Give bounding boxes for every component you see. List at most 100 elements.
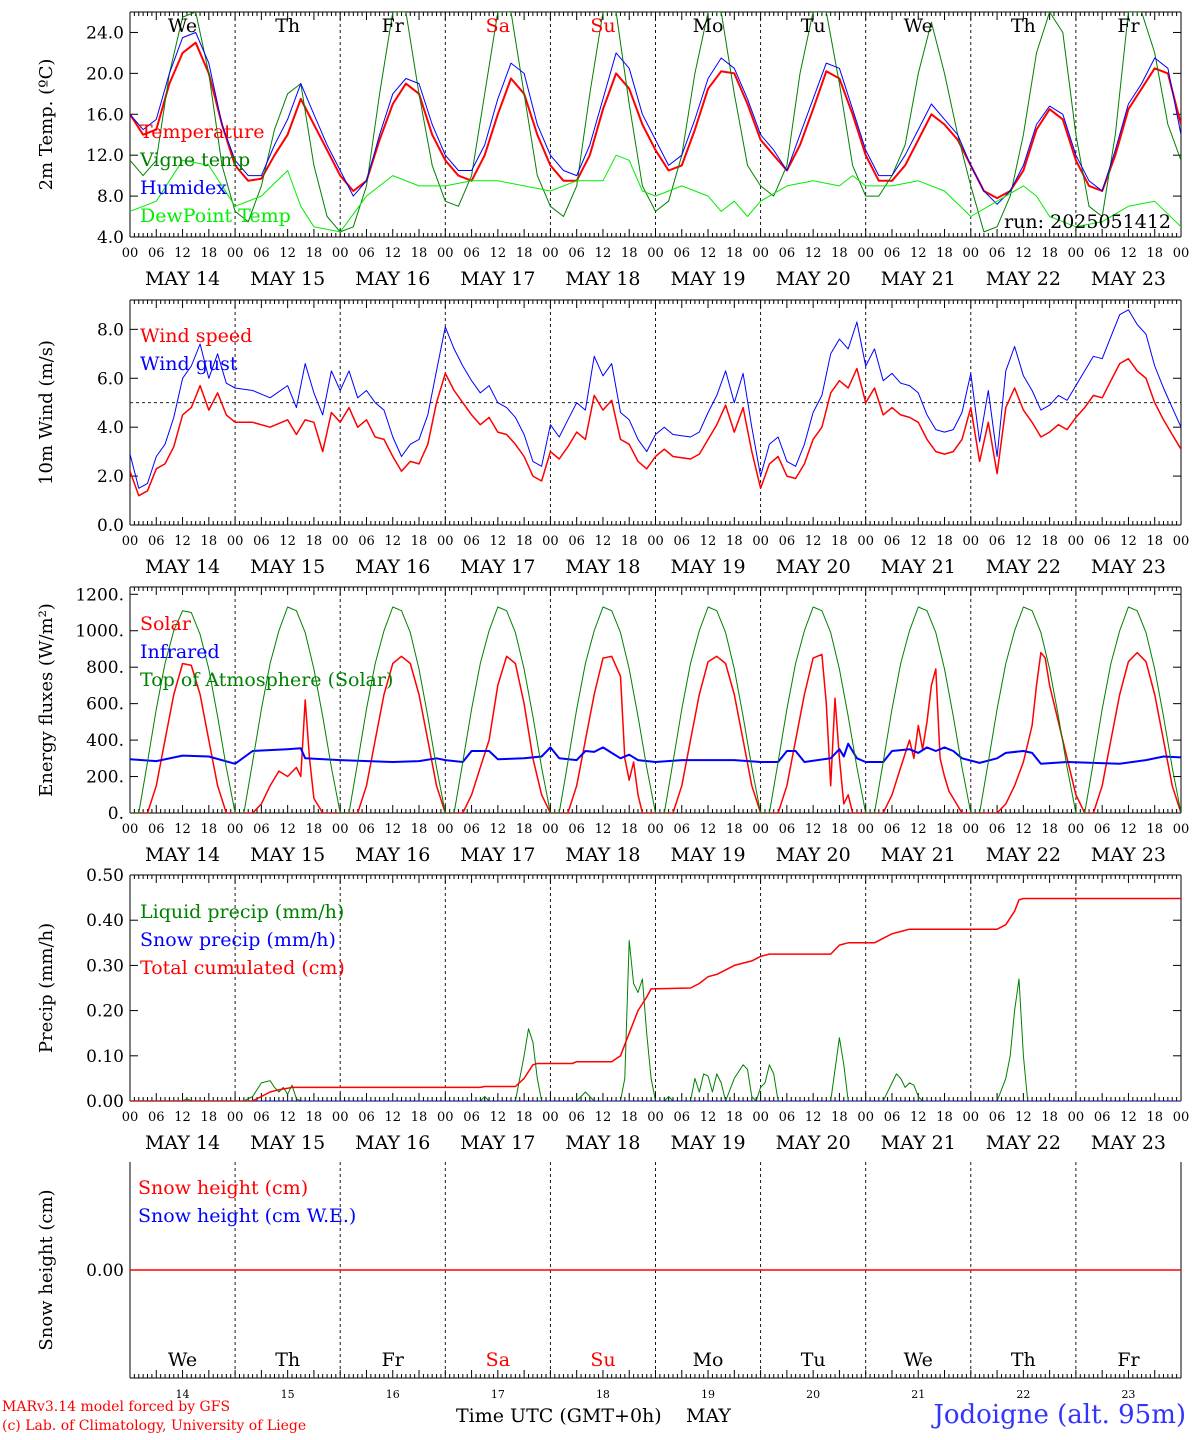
date-label: MAY 15 (250, 556, 325, 578)
date-label: MAY 18 (565, 844, 640, 866)
hour-label: 00 (752, 1110, 769, 1125)
hour-label: 00 (1173, 822, 1190, 837)
hour-label: 18 (1041, 822, 1058, 837)
hour-label: 00 (857, 822, 874, 837)
hour-label: 18 (516, 822, 533, 837)
station-name: Jodoigne (alt. 95m) (933, 1400, 1186, 1430)
hour-label: 06 (358, 822, 375, 837)
hour-label: 18 (936, 534, 953, 549)
hour-label: 00 (227, 1110, 244, 1125)
hour-label: 00 (542, 534, 559, 549)
hour-label: 12 (805, 534, 822, 549)
hour-label: 18 (621, 1110, 638, 1125)
series-temperature (130, 41, 1181, 200)
hour-label: 12 (174, 822, 191, 837)
hour-label: 06 (148, 822, 165, 837)
hour-label: 06 (148, 246, 165, 261)
date-label: MAY 16 (355, 268, 430, 290)
hour-label: 06 (463, 822, 480, 837)
hour-label: 00 (1068, 822, 1085, 837)
hour-label: 00 (647, 246, 664, 261)
hour-label: 06 (568, 534, 585, 549)
hour-label: 18 (1146, 822, 1163, 837)
hour-label: 18 (726, 534, 743, 549)
hour-label: 12 (174, 534, 191, 549)
hour-label: 18 (306, 246, 323, 261)
model-credit: MARv3.14 model forced by GFS (2, 1399, 231, 1415)
hour-label: 00 (542, 1110, 559, 1125)
hour-label: 18 (306, 822, 323, 837)
day-name: Th (1011, 1349, 1036, 1371)
hour-label: 00 (332, 246, 349, 261)
hour-label: 06 (989, 822, 1006, 837)
date-label: MAY 20 (776, 1132, 851, 1154)
day-name: Th (275, 1349, 300, 1371)
date-label: MAY 19 (670, 556, 745, 578)
y-tick-label: 0.20 (86, 1002, 124, 1022)
hour-label: 06 (989, 534, 1006, 549)
hour-label: 12 (279, 534, 296, 549)
hour-label: 18 (411, 246, 428, 261)
y-tick-label: 24.0 (86, 23, 124, 43)
x-axis-title: Time UTC (GMT+0h) (456, 1405, 662, 1427)
hour-label: 12 (910, 534, 927, 549)
y-tick-label: 12.0 (86, 146, 124, 166)
hour-label: 12 (910, 1110, 927, 1125)
day-name: Fr (1117, 1349, 1140, 1371)
hour-label: 06 (989, 1110, 1006, 1125)
day-name: Fr (382, 1349, 405, 1371)
legend-entry: Snow height (cm W.E.) (138, 1205, 356, 1227)
hour-label: 18 (831, 822, 848, 837)
date-label: MAY 15 (250, 268, 325, 290)
run-label: run: 2025051412 (1004, 211, 1171, 233)
date-label: MAY 19 (670, 844, 745, 866)
hour-label: 06 (884, 822, 901, 837)
y-tick-label: 4.0 (97, 418, 124, 438)
hour-label: 18 (621, 822, 638, 837)
series-dewpoint-temp (130, 154, 1181, 233)
legend-entry: Vigne temp (139, 149, 250, 171)
hour-label: 06 (1094, 822, 1111, 837)
hour-label: 06 (253, 246, 270, 261)
hour-label: 12 (595, 246, 612, 261)
y-axis-title: Precip (mm/h) (36, 923, 57, 1053)
y-tick-label: 8.0 (97, 320, 124, 340)
day-name: Mo (693, 1349, 724, 1371)
y-tick-label: 0.30 (86, 956, 124, 976)
hour-label: 00 (752, 246, 769, 261)
hour-label: 00 (1068, 1110, 1085, 1125)
day-number: 16 (386, 1388, 400, 1401)
chart-panel-5: 0.00 Snow height (cm) Snow height (cm) Snow… (36, 1162, 1182, 1401)
legend-entry: Wind gust (140, 353, 238, 375)
hour-label: 12 (805, 1110, 822, 1125)
legend-entry: Solar (140, 613, 192, 635)
day-number: 19 (701, 1388, 715, 1401)
hour-label: 12 (595, 822, 612, 837)
day-number: 15 (281, 1388, 295, 1401)
hour-label: 12 (174, 246, 191, 261)
date-label: MAY 17 (460, 844, 535, 866)
hour-label: 18 (831, 246, 848, 261)
hour-label: 06 (358, 1110, 375, 1125)
hour-label: 06 (1094, 534, 1111, 549)
day-number: 23 (1121, 1388, 1135, 1401)
hour-label: 18 (831, 1110, 848, 1125)
hour-label: 18 (411, 822, 428, 837)
hour-label: 18 (201, 534, 218, 549)
y-tick-label: 8.0 (97, 187, 124, 207)
date-label: MAY 14 (145, 556, 220, 578)
hour-label: 12 (805, 822, 822, 837)
series-wind-speed (130, 357, 1181, 497)
y-axis-title: 10m Wind (m/s) (36, 340, 57, 485)
date-label: MAY 18 (565, 556, 640, 578)
hour-label: 00 (122, 822, 139, 837)
date-label: MAY 22 (986, 268, 1061, 290)
date-label: MAY 22 (986, 1132, 1061, 1154)
y-tick-label: 600. (86, 695, 124, 715)
hour-label: 06 (674, 1110, 691, 1125)
date-label: MAY 17 (460, 1132, 535, 1154)
day-number: 14 (176, 1388, 190, 1401)
day-name: Mo (693, 15, 724, 37)
hour-label: 06 (1094, 1110, 1111, 1125)
y-axis-title: Snow height (cm) (36, 1189, 57, 1350)
